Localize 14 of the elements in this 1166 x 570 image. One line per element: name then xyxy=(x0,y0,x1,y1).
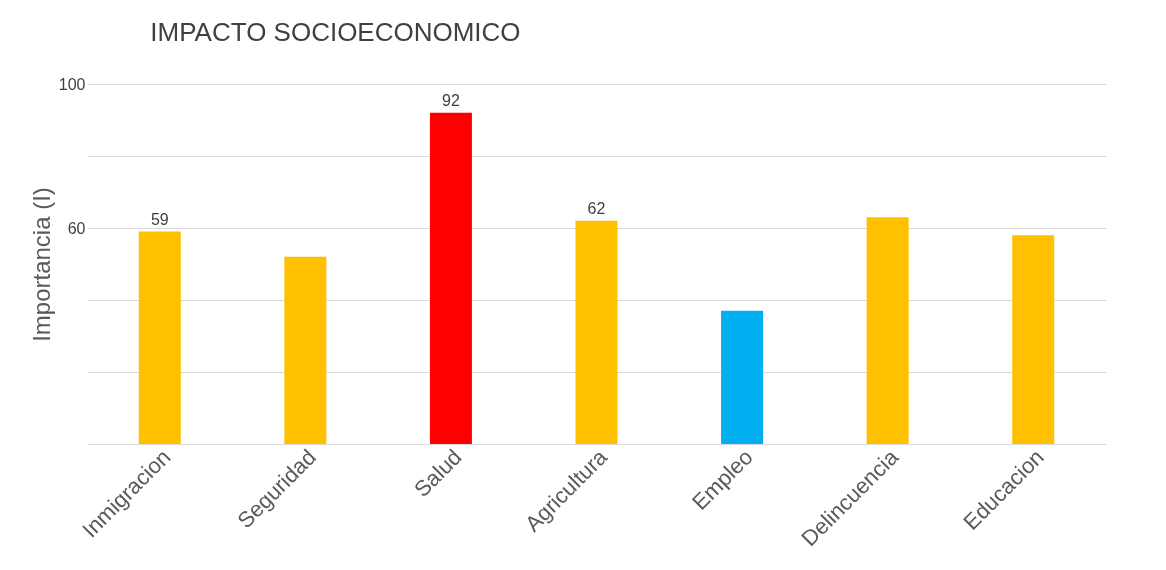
data-label: 59 xyxy=(150,210,169,228)
y-axis-title: Importancia (I) xyxy=(27,187,55,342)
bar xyxy=(1012,235,1055,444)
y-tick-label: 100 xyxy=(58,75,86,93)
bar xyxy=(866,217,909,444)
y-tick-label: 60 xyxy=(67,219,86,237)
chart-title: IMPACTO SOCIOECONOMICO xyxy=(150,17,521,47)
bar xyxy=(721,310,764,444)
bar xyxy=(138,231,181,444)
data-label: 92 xyxy=(442,91,460,109)
bar xyxy=(284,256,327,444)
bar xyxy=(575,220,618,444)
data-label: 62 xyxy=(587,199,606,217)
bar xyxy=(429,112,472,444)
